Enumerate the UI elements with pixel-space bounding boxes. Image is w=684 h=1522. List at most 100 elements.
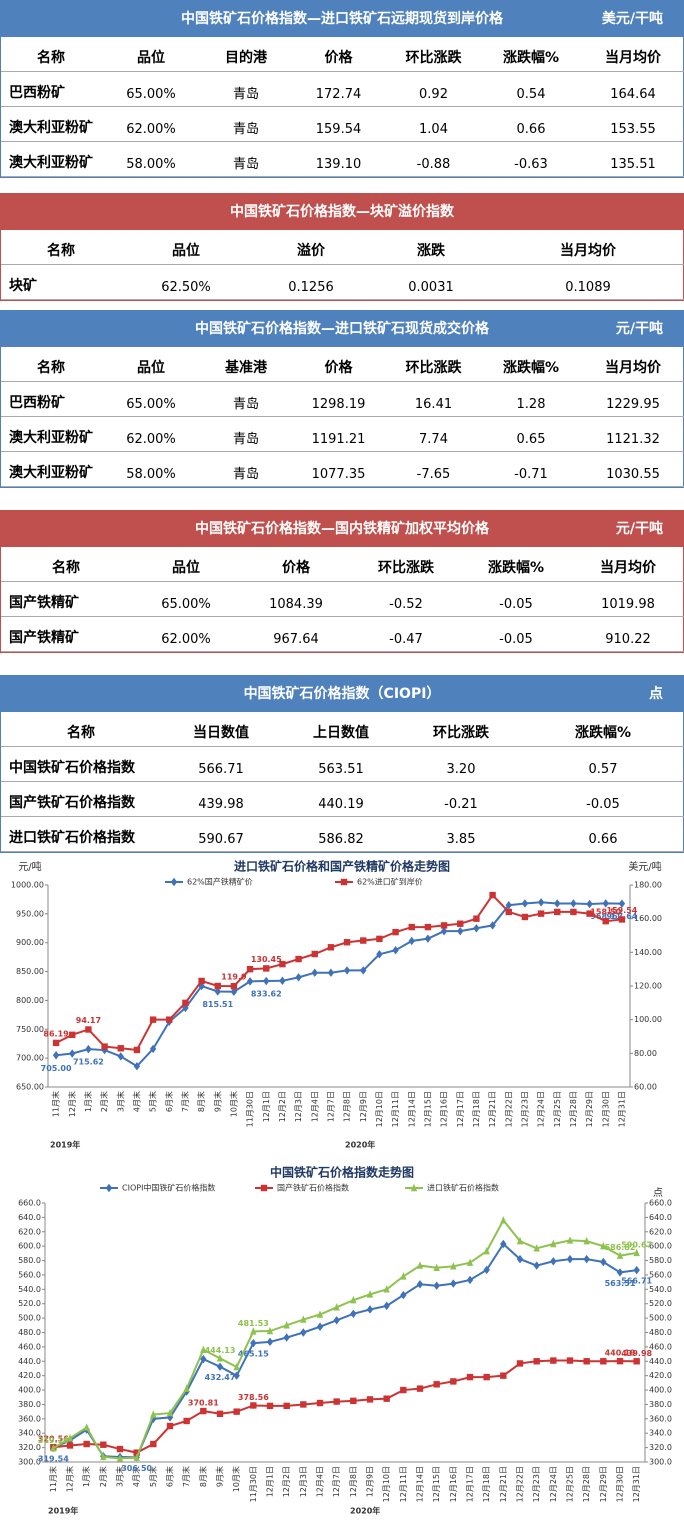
x-tick-label: 12月16日 — [449, 1466, 458, 1502]
cell: 62.00% — [101, 106, 201, 142]
x-tick-label: 12月1日 — [266, 1466, 275, 1497]
point — [566, 1236, 574, 1244]
column-header: 基准港 — [201, 347, 291, 382]
x-tick-label: 12月31日 — [632, 1466, 641, 1502]
row: 澳大利亚粉矿 62.00% 青岛 1191.21 7.74 0.65 1121.32 — [1, 416, 684, 452]
y-tick-label: 440.0 — [18, 1357, 41, 1366]
cell: 青岛 — [201, 381, 291, 417]
x-tick-label: 12月25日 — [566, 1466, 575, 1502]
cell: 0.66 — [521, 816, 684, 852]
point — [327, 944, 335, 951]
cell: -0.52 — [351, 581, 461, 617]
y-tick-label: 750.00 — [16, 1025, 44, 1034]
table-header: 中国铁矿石价格指数（CIOPI） 点 — [1, 676, 683, 712]
point — [166, 1016, 173, 1023]
cell: 0.66 — [481, 106, 581, 142]
cell: 566.71 — [161, 746, 281, 782]
header-row: 名称 当日数值 上日数值 环比涨跌 涨跌幅% — [1, 712, 684, 747]
table-header: 中国铁矿石价格指数—国内铁精矿加权平均价格 元/干吨 — [1, 511, 683, 547]
data-label: 159.54 — [606, 906, 637, 915]
y-tick-label: 540.0 — [18, 1285, 41, 1294]
point — [505, 908, 512, 916]
point — [586, 910, 593, 917]
column-header: 当月均价 — [581, 37, 684, 72]
cell: 0.65 — [481, 416, 581, 452]
year-label: 2020年 — [345, 1140, 375, 1150]
legend-marker — [340, 878, 348, 886]
x-tick-label: 8月末 — [198, 1466, 208, 1487]
data-label: 715.62 — [73, 1058, 104, 1067]
data-label: 370.81 — [188, 1399, 219, 1408]
x-tick-label: 12月29日 — [599, 1466, 608, 1502]
point — [440, 922, 448, 929]
y2-tick-label: 120.00 — [634, 982, 662, 991]
x-tick-label: 12月22日 — [504, 1091, 513, 1127]
table-title: 中国铁矿石价格指数—进口铁矿石远期现货到岸价格 — [181, 11, 503, 27]
cell: 440.19 — [281, 781, 401, 817]
point — [66, 1434, 74, 1442]
x-tick-label: 12月15日 — [432, 1466, 441, 1502]
x-tick-label: 2月末 — [98, 1466, 108, 1487]
data-label: 320.56 — [38, 1435, 69, 1444]
table-block: 中国铁矿石价格指数—进口铁矿石现货成交价格 元/干吨 名称 品位 基准港 价格 环比涨跌 涨跌… — [0, 310, 684, 488]
table: 名称 品位 溢价 涨跌 当月均价 块矿 62.50% 0.1256 0.0031 0.1089 — [1, 230, 684, 300]
y-tick-label: 500.0 — [18, 1314, 41, 1323]
point — [182, 999, 189, 1007]
x-tick-label: 5月末 — [148, 1091, 158, 1112]
point — [200, 1407, 207, 1415]
x-tick-label: 10月末 — [231, 1466, 241, 1492]
point — [166, 1422, 174, 1430]
column-header: 当日数值 — [161, 712, 281, 747]
point — [183, 1384, 190, 1392]
legend-marker — [260, 1184, 268, 1192]
column-header: 品位 — [101, 347, 201, 382]
point — [263, 976, 270, 986]
cell: -0.05 — [461, 616, 571, 652]
point — [316, 1399, 324, 1407]
point — [233, 1362, 240, 1371]
cell: 7.74 — [386, 416, 481, 452]
x-tick-label: 9月末 — [212, 1091, 222, 1112]
cell: 967.64 — [241, 616, 351, 652]
cell: -0.05 — [461, 581, 571, 617]
point — [600, 1241, 607, 1250]
point — [283, 1321, 290, 1329]
point — [400, 1272, 407, 1280]
point — [100, 1452, 107, 1461]
x-tick-label: 1月末 — [83, 1091, 93, 1112]
y-tick-label: 640.0 — [18, 1213, 41, 1222]
point — [416, 1261, 424, 1269]
point — [300, 1401, 307, 1408]
header-row: 名称 品位 价格 环比涨跌 涨跌幅% 当月均价 — [1, 547, 684, 582]
column-header: 价格 — [291, 347, 386, 382]
column-header: 目的港 — [201, 37, 291, 72]
cell: 0.0031 — [371, 264, 491, 300]
x-tick-label: 12月16日 — [440, 1091, 449, 1127]
y-tick-label: 650.00 — [16, 1083, 44, 1092]
x-tick-label: 12月4日 — [316, 1466, 325, 1497]
column-header: 名称 — [1, 37, 101, 72]
x-tick-label: 11月30日 — [246, 1091, 255, 1127]
y-tick-label: 560.0 — [18, 1270, 41, 1279]
data-label: 563.51 — [605, 1279, 636, 1288]
point — [466, 1275, 474, 1285]
column-header: 溢价 — [251, 230, 371, 265]
point — [149, 1016, 157, 1023]
point — [633, 1265, 640, 1275]
y2-tick-label: 300.0 — [649, 1458, 672, 1467]
data-label: 968.11 — [590, 912, 621, 921]
data-label: 378.56 — [238, 1393, 269, 1402]
x-tick-label: 12月21日 — [488, 1091, 497, 1127]
point — [616, 1357, 624, 1365]
point — [383, 1395, 390, 1402]
table-header: 中国铁矿石价格指数—进口铁矿石现货成交价格 元/干吨 — [1, 311, 683, 347]
x-tick-label: 12月24日 — [537, 1091, 546, 1127]
y2-tick-label: 580.0 — [649, 1256, 672, 1265]
cell: 58.00% — [101, 451, 201, 487]
point — [85, 1026, 92, 1033]
cell: 1.28 — [481, 381, 581, 417]
y2-tick-label: 520.0 — [649, 1299, 672, 1308]
point — [263, 965, 270, 972]
data-label: 119.9 — [221, 973, 247, 982]
